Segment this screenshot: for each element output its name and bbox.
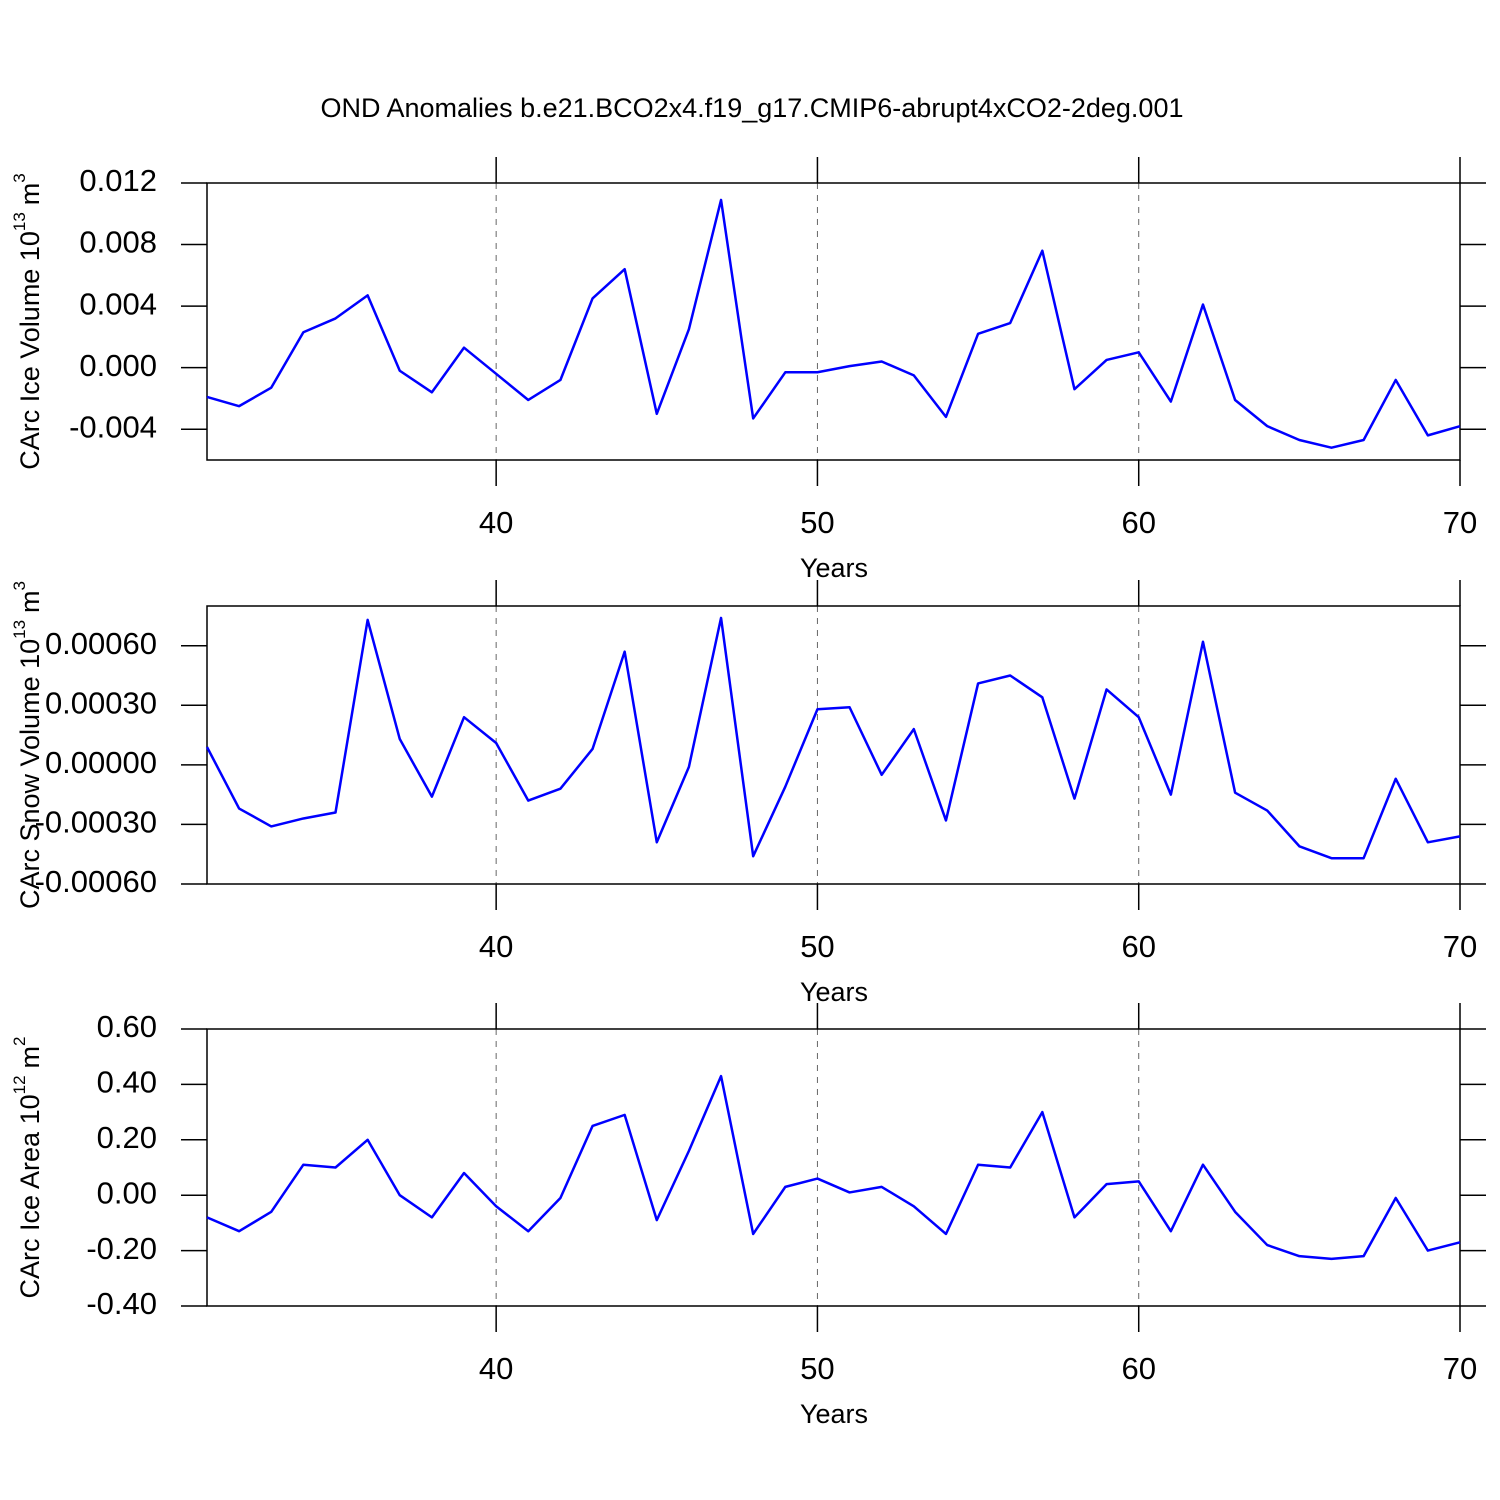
y-tick-label: 0.004	[79, 286, 157, 321]
x-axis-label: Years	[800, 977, 868, 1007]
x-tick-label: 60	[1121, 929, 1155, 964]
y-axis-label-exponent: 12	[10, 1075, 29, 1094]
y-axis-label-exponent: 3	[10, 581, 29, 590]
x-tick-label: 50	[800, 929, 834, 964]
x-tick-label: 60	[1121, 1351, 1155, 1386]
chart-title: OND Anomalies b.e21.BCO2x4.f19_g17.CMIP6…	[321, 93, 1184, 123]
plot-frame	[206, 605, 1461, 885]
x-tick-label: 50	[800, 1351, 834, 1386]
x-axis-label: Years	[800, 1399, 868, 1429]
y-axis-label-part: CArc Ice Area 10	[15, 1094, 45, 1298]
x-tick-label: 40	[479, 929, 513, 964]
y-axis-label-part: m	[15, 1046, 45, 1069]
x-tick-label: 70	[1443, 929, 1477, 964]
y-tick-label: -0.20	[86, 1231, 157, 1266]
y-tick-label: 0.40	[97, 1065, 157, 1100]
y-tick-label: 0.00060	[45, 626, 157, 661]
y-axis-label-part: m	[15, 183, 45, 206]
y-axis-label-exponent: 3	[10, 173, 29, 182]
x-tick-label: 70	[1443, 1351, 1477, 1386]
y-tick-label: 0.60	[97, 1009, 157, 1044]
x-tick-label: 40	[479, 505, 513, 540]
y-axis-label-exponent: 13	[10, 620, 29, 639]
y-tick-label: 0.012	[79, 163, 157, 198]
y-tick-label: -0.00060	[35, 864, 157, 899]
x-tick-label: 50	[800, 505, 834, 540]
y-tick-label: 0.20	[97, 1120, 157, 1155]
x-tick-label: 60	[1121, 505, 1155, 540]
x-tick-label: 40	[479, 1351, 513, 1386]
y-tick-label: -0.40	[86, 1286, 157, 1321]
y-axis-label-exponent: 13	[10, 212, 29, 231]
y-tick-label: 0.00	[97, 1175, 157, 1210]
plot-frame	[206, 1028, 1461, 1307]
data-line	[206, 198, 1461, 449]
y-tick-label: -0.00030	[35, 805, 157, 840]
x-axis-label: Years	[800, 553, 868, 583]
y-axis-label: CArc Ice Volume 1013 m3	[10, 173, 45, 470]
y-tick-label: -0.004	[69, 409, 157, 444]
x-tick-label: 70	[1443, 505, 1477, 540]
y-tick-label: 0.000	[79, 348, 157, 383]
y-tick-label: 0.008	[79, 225, 157, 260]
y-axis-label: CArc Snow Volume 1013 m3	[10, 581, 45, 909]
data-line	[206, 1074, 1461, 1261]
y-axis-label-exponent: 2	[10, 1037, 29, 1046]
y-axis-label-part: CArc Ice Volume 10	[15, 231, 45, 470]
y-axis-label-part: m	[15, 590, 45, 613]
y-tick-label: 0.00000	[45, 745, 157, 780]
plot-frame	[206, 182, 1461, 461]
y-axis-label: CArc Ice Area 1012 m2	[10, 1037, 45, 1299]
y-axis-label-part: CArc Snow Volume 10	[15, 639, 45, 909]
data-line	[205, 616, 1461, 860]
y-tick-label: 0.00030	[45, 685, 157, 720]
